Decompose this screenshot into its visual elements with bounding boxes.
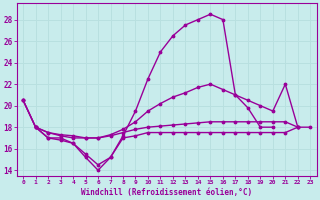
X-axis label: Windchill (Refroidissement éolien,°C): Windchill (Refroidissement éolien,°C) [81,188,252,197]
